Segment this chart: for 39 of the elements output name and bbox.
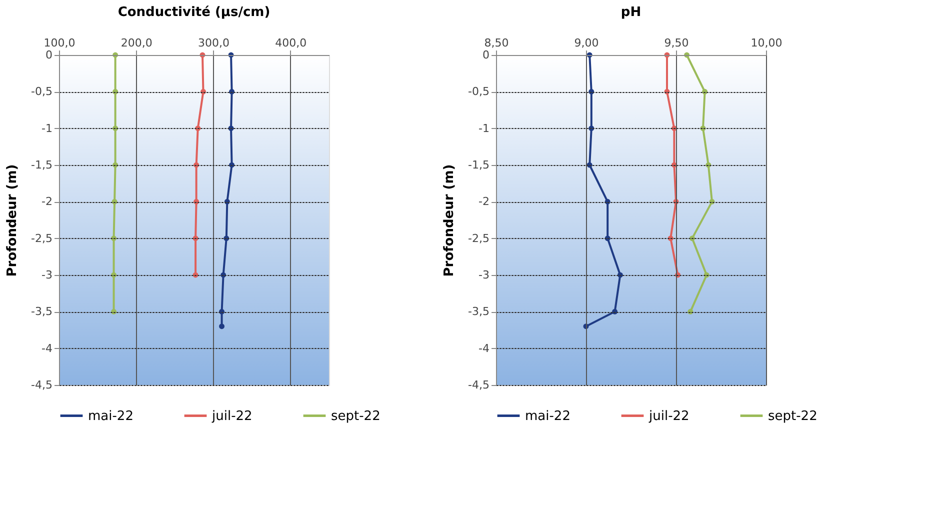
- legend-label: mai-22: [525, 408, 570, 424]
- y-tick-label: -3,5: [468, 305, 490, 318]
- y-tick-label: -1: [42, 122, 52, 135]
- legend-label: juil-22: [211, 408, 252, 424]
- legend-label: juil-22: [648, 408, 690, 424]
- y-tick-label: -2,5: [468, 232, 490, 245]
- y-axis-title: Profondeur (m): [5, 164, 20, 277]
- chart-title: pH: [620, 5, 642, 20]
- x-tick-label: 100,0: [44, 36, 76, 50]
- y-tick-label: 0: [46, 48, 52, 62]
- chart-title: Conductivité (µs/cm): [118, 5, 270, 20]
- legend-label: sept-22: [768, 408, 818, 424]
- x-tick-label: 300,0: [198, 36, 230, 50]
- point: [219, 324, 225, 330]
- y-tick-label: -2: [42, 195, 52, 208]
- y-tick-label: -3: [42, 268, 52, 282]
- y-tick-label: -2,5: [31, 232, 52, 245]
- y-axis-title: Profondeur (m): [442, 164, 458, 277]
- y-tick-label: -0,5: [31, 85, 52, 98]
- x-tick-label: 200,0: [120, 36, 152, 50]
- x-tick-label: 9,00: [574, 36, 599, 50]
- y-tick-label: -2: [478, 195, 490, 208]
- y-tick-label: -1: [478, 122, 490, 135]
- x-tick-label: 8,50: [484, 36, 509, 50]
- y-tick-label: -3,5: [31, 305, 52, 318]
- legend-label: mai-22: [88, 408, 134, 424]
- x-tick-label: 10,00: [750, 36, 782, 50]
- x-tick-label: 400,0: [275, 36, 307, 50]
- y-tick-label: -1,5: [31, 158, 52, 172]
- x-tick-label: 9,50: [664, 36, 689, 50]
- y-tick-label: -4,5: [31, 378, 52, 392]
- y-tick-label: 0: [482, 48, 490, 62]
- legend-label: sept-22: [331, 408, 380, 424]
- y-tick-label: -4: [42, 342, 52, 355]
- y-tick-label: -3: [478, 268, 490, 282]
- y-tick-label: -4: [478, 342, 490, 355]
- y-tick-label: -4,5: [468, 378, 490, 392]
- y-tick-label: -0,5: [468, 85, 490, 98]
- y-tick-label: -1,5: [468, 158, 490, 172]
